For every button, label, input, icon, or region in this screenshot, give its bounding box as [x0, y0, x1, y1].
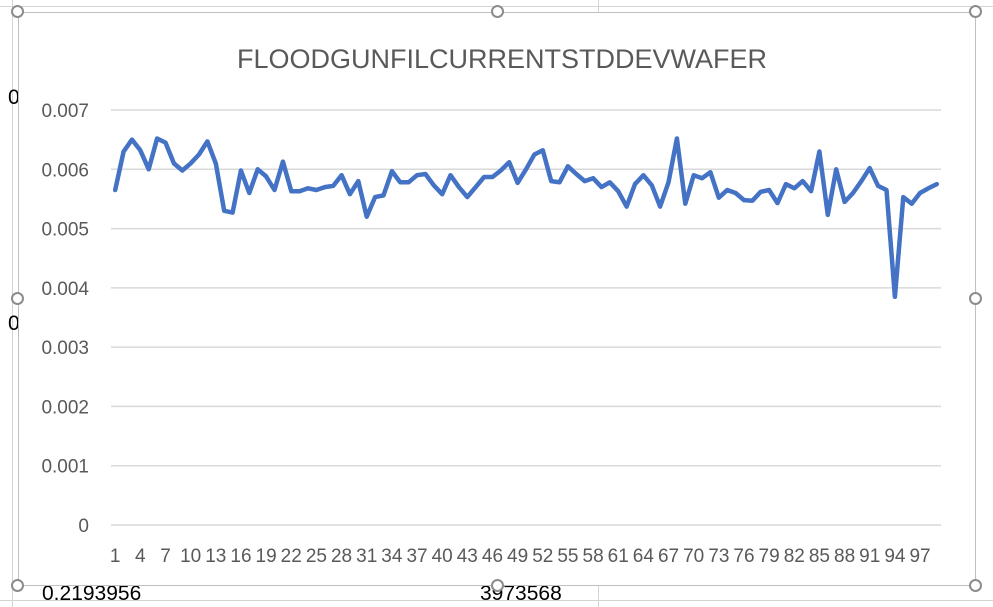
x-tick-label: 43 [457, 546, 478, 567]
resize-handle-top-right[interactable] [969, 5, 982, 18]
y-axis-labels: 0 0.001 0.002 0.003 0.004 0.005 0.006 0.007 [41, 101, 89, 537]
x-tick-label: 22 [281, 546, 302, 567]
resize-handle-top-left[interactable] [11, 5, 24, 18]
x-tick-label: 64 [633, 546, 655, 567]
x-tick-label: 40 [432, 546, 453, 567]
x-tick-label: 70 [683, 546, 704, 567]
resize-handle-right[interactable] [969, 292, 982, 305]
y-tick-label: 0.003 [41, 338, 89, 359]
y-tick-label: 0.005 [41, 220, 89, 241]
x-tick-label: 49 [507, 546, 528, 567]
x-tick-label: 31 [356, 546, 377, 567]
cell-fragment[interactable]: 0 [8, 312, 20, 335]
x-tick-label: 76 [733, 546, 754, 567]
x-tick-label: 13 [205, 546, 226, 567]
resize-handle-bottom-left[interactable] [11, 579, 24, 592]
x-tick-label: 34 [381, 546, 403, 567]
x-tick-label: 88 [834, 546, 855, 567]
y-tick-label: 0 [78, 516, 89, 537]
y-tick-label: 0.006 [41, 160, 89, 181]
x-tick-label: 37 [406, 546, 427, 567]
x-tick-label: 79 [759, 546, 780, 567]
x-tick-label: 25 [306, 546, 327, 567]
x-axis-labels: 1 4 7 10 13 16 19 22 25 28 31 34 37 40 43 46 49 52 55 58 61 6… [110, 546, 931, 567]
x-tick-label: 67 [658, 546, 679, 567]
x-tick-label: 4 [135, 546, 146, 567]
line-chart: FLOODGUNFILCURRENTSTDDEVWAFER 0 0.001 0.00… [41, 44, 941, 567]
resize-handle-top[interactable] [491, 5, 504, 18]
gridlines [111, 109, 941, 526]
row-gridline [0, 600, 993, 601]
x-tick-label: 1 [110, 546, 121, 567]
chart-object[interactable]: FLOODGUNFILCURRENTSTDDEVWAFER 0 0.001 0.00… [18, 12, 976, 586]
resize-handle-bottom-right[interactable] [969, 579, 982, 592]
x-tick-label: 7 [160, 546, 171, 567]
resize-handle-left[interactable] [11, 292, 24, 305]
x-tick-label: 85 [809, 546, 830, 567]
x-tick-label: 19 [256, 546, 277, 567]
x-tick-label: 73 [708, 546, 729, 567]
y-tick-label: 0.001 [41, 457, 89, 478]
y-tick-label: 0.007 [41, 101, 89, 122]
x-tick-label: 97 [909, 546, 930, 567]
resize-handle-bottom[interactable] [491, 579, 504, 592]
x-tick-label: 28 [331, 546, 352, 567]
cell-fragment[interactable]: 0 [8, 86, 20, 109]
x-tick-label: 91 [859, 546, 880, 567]
x-tick-label: 94 [884, 546, 906, 567]
x-tick-label: 82 [784, 546, 805, 567]
chart-title[interactable]: FLOODGUNFILCURRENTSTDDEVWAFER [237, 44, 767, 74]
x-tick-label: 16 [230, 546, 251, 567]
x-tick-label: 46 [482, 546, 503, 567]
series-line[interactable] [112, 136, 940, 300]
plot-area[interactable] [112, 136, 940, 300]
y-tick-label: 0.002 [41, 397, 89, 418]
x-tick-label: 10 [180, 546, 201, 567]
x-tick-label: 52 [532, 546, 553, 567]
cell-value[interactable]: 0.2193956 [42, 582, 142, 605]
x-tick-label: 58 [583, 546, 604, 567]
x-tick-label: 55 [557, 546, 578, 567]
x-tick-label: 61 [608, 546, 629, 567]
y-tick-label: 0.004 [41, 279, 89, 300]
